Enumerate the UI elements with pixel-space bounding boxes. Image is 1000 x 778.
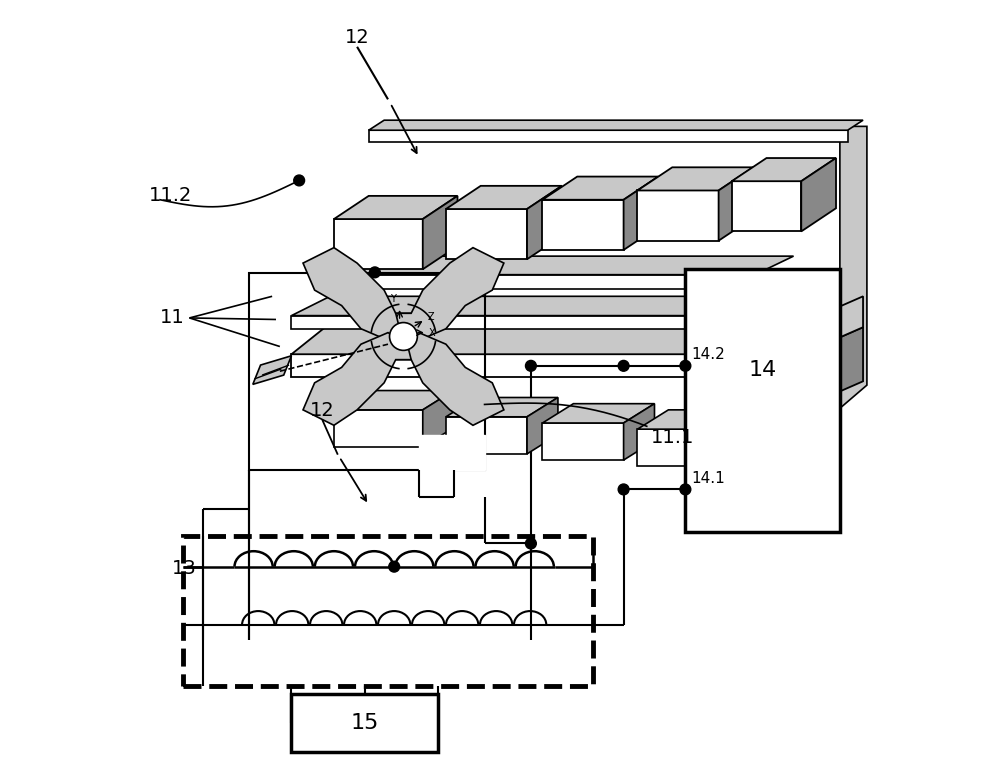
Text: 12: 12	[310, 401, 335, 420]
Circle shape	[618, 360, 629, 371]
Polygon shape	[637, 429, 719, 466]
Polygon shape	[527, 398, 558, 454]
Circle shape	[525, 360, 536, 371]
Circle shape	[389, 561, 400, 572]
Polygon shape	[253, 356, 291, 384]
Circle shape	[680, 360, 691, 371]
Polygon shape	[446, 186, 562, 209]
Circle shape	[618, 484, 629, 495]
Polygon shape	[801, 328, 863, 408]
Polygon shape	[419, 436, 485, 497]
Bar	[291, 694, 438, 752]
Polygon shape	[637, 167, 753, 191]
Polygon shape	[801, 158, 836, 231]
Polygon shape	[801, 296, 863, 354]
Polygon shape	[315, 256, 794, 275]
Bar	[183, 536, 593, 686]
Polygon shape	[291, 354, 693, 377]
Polygon shape	[334, 219, 423, 269]
Bar	[685, 269, 840, 532]
Polygon shape	[840, 126, 867, 408]
Polygon shape	[527, 186, 562, 259]
Polygon shape	[542, 404, 654, 423]
Polygon shape	[719, 167, 753, 240]
Polygon shape	[446, 417, 527, 454]
Polygon shape	[732, 436, 801, 472]
Polygon shape	[334, 410, 423, 447]
Circle shape	[390, 323, 417, 350]
Polygon shape	[396, 247, 504, 340]
Text: X: X	[429, 328, 436, 338]
Polygon shape	[334, 391, 454, 410]
Circle shape	[369, 267, 380, 278]
Polygon shape	[801, 416, 832, 472]
Polygon shape	[637, 191, 719, 240]
Polygon shape	[624, 404, 654, 460]
Circle shape	[680, 484, 691, 495]
Polygon shape	[693, 324, 732, 377]
Polygon shape	[423, 391, 454, 447]
Polygon shape	[542, 200, 624, 250]
Polygon shape	[637, 410, 749, 429]
Circle shape	[294, 175, 305, 186]
Text: 11: 11	[160, 308, 185, 328]
Polygon shape	[542, 177, 658, 200]
Polygon shape	[303, 247, 411, 340]
Text: 12: 12	[345, 28, 369, 47]
Text: 11.2: 11.2	[149, 187, 192, 205]
Polygon shape	[334, 196, 458, 219]
Polygon shape	[719, 410, 749, 466]
Text: 13: 13	[172, 559, 196, 578]
Polygon shape	[369, 130, 848, 142]
Text: 11.1: 11.1	[651, 428, 694, 447]
Polygon shape	[291, 324, 732, 354]
Polygon shape	[396, 333, 504, 426]
Polygon shape	[291, 316, 716, 329]
Polygon shape	[446, 398, 558, 417]
Polygon shape	[369, 120, 863, 130]
Polygon shape	[542, 423, 624, 460]
Polygon shape	[732, 416, 832, 436]
Text: Y: Y	[390, 294, 396, 304]
Polygon shape	[291, 296, 755, 316]
Polygon shape	[423, 196, 458, 269]
Polygon shape	[315, 275, 755, 289]
Text: 14: 14	[749, 359, 777, 380]
Polygon shape	[732, 158, 836, 181]
Polygon shape	[732, 181, 801, 231]
Text: 14.1: 14.1	[692, 471, 725, 485]
Text: 15: 15	[351, 713, 379, 733]
Circle shape	[525, 538, 536, 549]
Polygon shape	[624, 177, 658, 250]
Text: Z: Z	[427, 312, 434, 322]
Text: 14.2: 14.2	[692, 347, 725, 362]
Polygon shape	[446, 209, 527, 259]
Polygon shape	[303, 333, 411, 426]
